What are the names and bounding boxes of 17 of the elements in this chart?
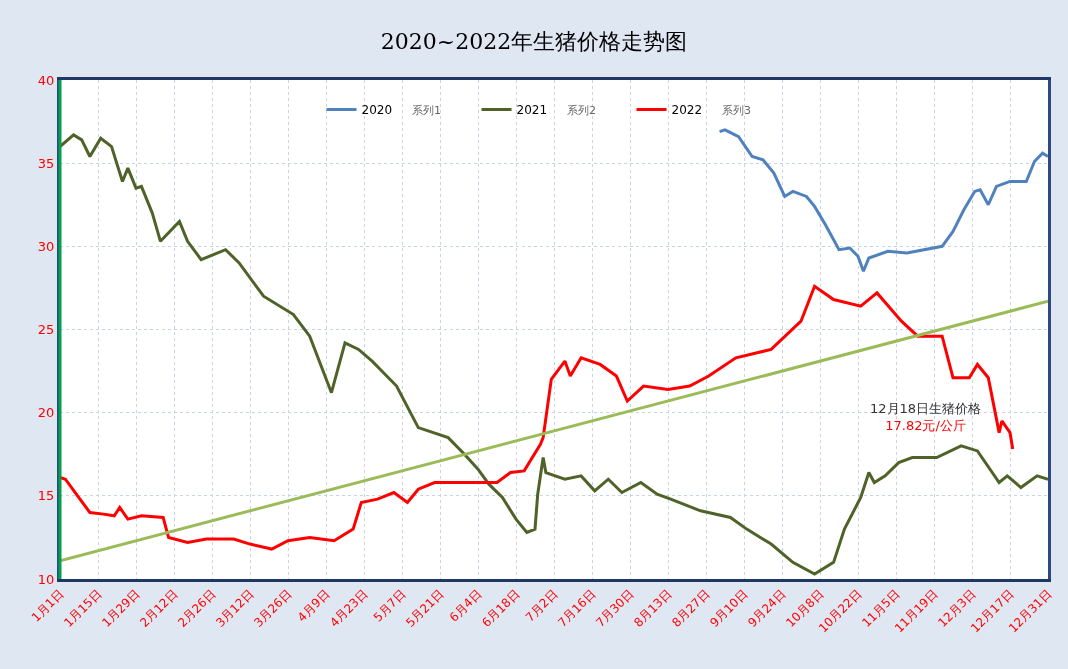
legend-label: 2021 bbox=[516, 103, 548, 118]
y-tick-label: 20 bbox=[37, 405, 55, 421]
y-tick-label: 30 bbox=[37, 238, 55, 254]
annotation: 系列2 bbox=[567, 104, 596, 117]
legend-label: 2022 bbox=[671, 103, 703, 118]
y-tick-label: 10 bbox=[37, 571, 55, 587]
legend-label: 2020 bbox=[361, 103, 393, 118]
chart-title: 2020~2022年生猪价格走势图 bbox=[380, 28, 688, 54]
y-tick-label: 40 bbox=[37, 72, 55, 88]
annotation: 12月18日生猪价格 17.82元/公斤 bbox=[870, 401, 982, 433]
annotation: 系列1 bbox=[412, 104, 441, 117]
y-tick-label: 25 bbox=[37, 322, 55, 338]
y-tick-label: 35 bbox=[37, 155, 55, 171]
annotation: 系列3 bbox=[722, 104, 751, 117]
y-tick-label: 15 bbox=[37, 488, 55, 504]
x-tick-label: 4月9日 bbox=[294, 586, 333, 625]
line-series bbox=[718, 128, 1048, 273]
